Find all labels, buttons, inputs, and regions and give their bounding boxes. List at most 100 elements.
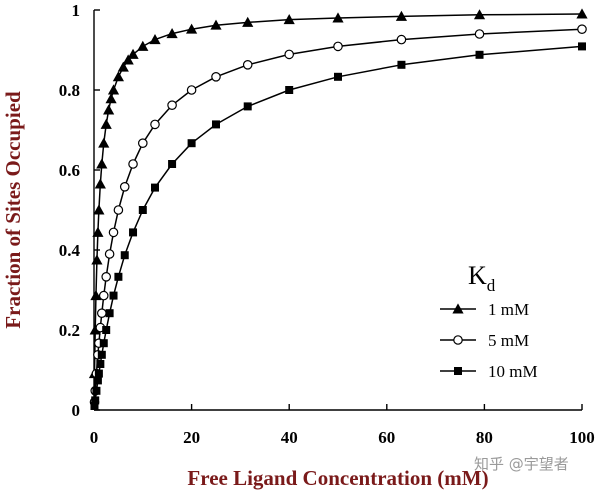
data-point-1-mm <box>186 23 198 34</box>
y-tick-label: 0 <box>72 401 81 420</box>
legend-marker-10-mm <box>454 367 462 375</box>
watermark: 知乎 @宇望者 <box>474 455 569 473</box>
legend-entry-10-mm: 10 mM <box>440 362 538 381</box>
data-point-5-mm <box>119 182 130 192</box>
x-ticks: 0 20 40 60 80 100 <box>90 404 595 447</box>
data-point-1-mm <box>94 178 106 189</box>
data-point-1-mm <box>117 61 129 72</box>
data-point-5-mm <box>167 100 177 110</box>
data-point-1-mm <box>96 158 108 169</box>
data-point-1-mm <box>112 71 124 82</box>
data-point-5-mm <box>101 271 111 282</box>
data-point-10-mm <box>109 291 118 300</box>
x-tick-label: 0 <box>90 428 99 447</box>
data-point-5-mm <box>138 138 148 148</box>
legend-title: Kd <box>468 261 496 295</box>
x-tick-label: 40 <box>281 428 298 447</box>
data-point-1-mm <box>122 54 134 65</box>
data-point-1-mm <box>210 19 222 30</box>
legend-title-subscript: d <box>487 276 496 295</box>
data-point-10-mm <box>92 386 101 395</box>
data-point-10-mm <box>99 339 108 348</box>
legend-label: 5 mM <box>488 331 529 350</box>
data-point-1-mm <box>149 34 161 45</box>
data-point-5-mm <box>396 34 407 45</box>
x-tick-label: 60 <box>378 428 395 447</box>
data-point-10-mm <box>91 396 100 405</box>
data-point-1-mm <box>105 93 117 104</box>
fit-curve-10-mm <box>93 45 583 411</box>
legend-marker-1-mm <box>452 303 464 314</box>
y-tick-label: 1 <box>72 1 81 20</box>
y-tick-label: 0.8 <box>59 81 80 100</box>
legend-entry-5-mm: 5 mM <box>440 331 529 350</box>
data-point-5-mm <box>186 85 197 95</box>
data-point-5-mm <box>97 308 107 318</box>
y-tick-label: 0.6 <box>59 161 80 180</box>
data-point-5-mm <box>128 159 138 169</box>
data-point-1-mm <box>100 118 112 129</box>
x-tick-label: 20 <box>183 428 200 447</box>
data-point-10-mm <box>120 251 129 260</box>
data-point-10-mm <box>105 309 114 318</box>
data-point-5-mm <box>474 29 485 39</box>
data-point-10-mm <box>96 360 105 368</box>
legend-marker-5-mm <box>453 335 463 345</box>
y-tick-label: 0.4 <box>59 241 81 260</box>
data-point-10-mm <box>97 350 106 359</box>
data-point-1-mm <box>332 12 344 23</box>
data-point-10-mm <box>334 72 342 81</box>
data-point-10-mm <box>151 183 159 192</box>
data-point-5-mm <box>577 24 587 34</box>
axes <box>93 10 582 411</box>
data-point-10-mm <box>187 139 196 148</box>
data-point-1-mm <box>93 204 105 215</box>
data-point-10-mm <box>93 376 102 385</box>
data-point-1-mm <box>283 14 295 25</box>
data-markers <box>88 8 588 410</box>
y-ticks: 0 0.2 0.4 0.6 0.8 1 <box>59 1 100 420</box>
data-point-10-mm <box>114 272 123 281</box>
data-point-1-mm <box>127 48 139 59</box>
data-point-5-mm <box>150 119 160 130</box>
data-point-10-mm <box>243 102 252 111</box>
data-point-10-mm <box>578 42 586 51</box>
y-axis-title: Fraction of Sites Occupied <box>1 91 25 329</box>
data-point-10-mm <box>212 120 220 129</box>
legend: Kd 1 mM 5 mM 10 mM <box>440 261 538 381</box>
data-point-1-mm <box>576 8 588 19</box>
data-point-5-mm <box>284 49 294 60</box>
data-point-1-mm <box>137 40 149 51</box>
data-point-10-mm <box>138 206 147 214</box>
data-point-1-mm <box>166 28 178 39</box>
data-point-10-mm <box>285 86 294 94</box>
data-point-5-mm <box>211 72 221 82</box>
x-axis-title: Free Ligand Concentration (mM) <box>187 466 488 490</box>
data-point-5-mm <box>242 60 253 70</box>
data-point-1-mm <box>103 104 115 115</box>
data-point-1-mm <box>473 9 486 20</box>
data-point-10-mm <box>475 50 484 59</box>
legend-entry-1-mm: 1 mM <box>440 300 529 319</box>
legend-label: 1 mM <box>488 300 529 319</box>
data-point-1-mm <box>92 226 104 237</box>
data-point-5-mm <box>104 249 115 259</box>
data-point-10-mm <box>94 369 103 378</box>
y-tick-label: 0.2 <box>59 321 80 340</box>
data-point-5-mm <box>98 290 109 301</box>
data-point-5-mm <box>113 205 124 215</box>
data-point-5-mm <box>333 41 343 52</box>
x-tick-label: 100 <box>569 428 595 447</box>
data-point-1-mm <box>242 16 254 27</box>
legend-label: 10 mM <box>488 362 538 381</box>
data-point-1-mm <box>395 10 408 21</box>
data-point-1-mm <box>98 137 110 148</box>
data-point-1-mm <box>107 84 120 95</box>
fit-curve-5-mm <box>93 28 583 411</box>
data-point-5-mm <box>108 227 119 238</box>
data-point-10-mm <box>90 402 99 410</box>
data-point-1-mm <box>90 290 102 301</box>
data-point-10-mm <box>397 60 406 69</box>
data-point-10-mm <box>129 228 138 237</box>
